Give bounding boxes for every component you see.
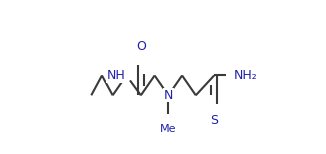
- Text: Me: Me: [160, 124, 177, 134]
- Text: S: S: [210, 114, 218, 127]
- Text: N: N: [164, 89, 173, 102]
- Text: NH: NH: [107, 69, 126, 82]
- Text: O: O: [136, 40, 146, 53]
- Text: NH₂: NH₂: [234, 69, 258, 82]
